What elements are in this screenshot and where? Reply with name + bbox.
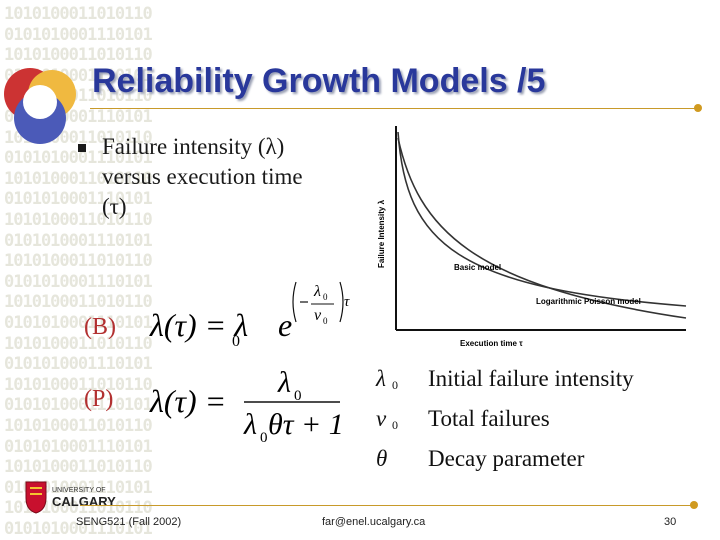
binary-row: 0101010001110101 [4,313,153,333]
binary-row: 0101010001110101 [4,230,153,251]
poisson-eq-num-sub: 0 [294,388,302,404]
poisson-model-label: (P) [84,386,114,412]
decorative-circles-icon [4,68,76,144]
binary-row: 1010100011010110 [4,251,153,272]
university-of-text: UNIVERSITY OF [52,487,106,494]
legend-symbol: ν [376,406,387,431]
binary-row: 0101010001110101 [4,148,153,169]
binary-row: 0101010001110101 [4,436,153,457]
log-poisson-curve-label: Logarithmic Poisson model [536,297,641,306]
basic-model-equation: λ(τ) = λ 0 e λ 0 ν 0 τ [149,281,350,350]
binary-row: 1010100011010110 [4,210,153,230]
binary-row: 1010100011010110 [4,45,153,66]
bullet-line-1: Failure intensity (λ) [102,134,285,159]
legend-text: Decay parameter [428,446,585,471]
bullet-square-icon [78,144,86,152]
basic-model-curve [397,137,687,319]
svg-text:λ: λ [313,283,321,300]
svg-text:ν: ν [314,307,322,324]
binary-row: 0101010001110101 [4,271,153,292]
chart-ylabel: Failure Intensity λ [377,199,386,268]
binary-row: 0101010001110101 [4,395,153,416]
bullet-line-3: (τ) [102,194,127,219]
basic-eq-base: e [278,307,292,343]
poisson-model-equation: λ(τ) = λ 0 λ 0 θτ + 1 [149,366,344,446]
bullet-line-2: versus execution time [102,164,303,189]
poisson-eq-num: λ [277,366,291,399]
footer-course: SENG521 (Fall 2002) [76,516,182,528]
slide-title: Reliability Growth Models /5 [92,62,546,100]
legend-symbol: λ [376,366,386,391]
university-name-text: CALGARY [52,494,116,509]
failure-intensity-chart: Failure Intensity λ Execution time τ Bas… [377,126,687,348]
legend-symbol-sub: 0 [392,378,398,392]
footer-page-number: 30 [664,516,677,528]
footer-rule [80,505,694,506]
binary-row: 1010100011010110 [4,374,153,395]
bullet-text: Failure intensity (λ) versus execution t… [102,132,303,222]
university-crest-icon: UNIVERSITY OF CALGARY [25,481,116,514]
legend-text: Initial failure intensity [428,366,634,391]
binary-row: 0101010001110101 [4,519,153,539]
log-poisson-curve [397,131,687,307]
binary-row: 1010100011010110 [4,4,153,24]
basic-model-curve-label: Basic model [454,263,501,272]
footer-rule-end-dot [690,501,698,509]
binary-row: 1010100011010110 [4,416,153,436]
binary-row: 1010100011010110 [4,333,153,354]
binary-row: 0101010001110101 [4,24,153,45]
binary-row: 0101010001110101 [4,189,153,210]
chart-xlabel: Execution time τ [460,339,523,348]
rule-end-dot [694,104,702,112]
title-rule [90,108,698,109]
footer-email: far@enel.ucalgary.ca [322,516,426,528]
binary-row: 1010100011010110 [4,168,153,189]
binary-row: 1010100011010110 [4,292,153,313]
poisson-eq-den-a: λ [243,408,257,441]
basic-eq-lhs-sub: 0 [232,333,240,350]
poisson-eq-den-sub: 0 [260,430,268,446]
legend-text: Total failures [428,406,550,431]
svg-text:0: 0 [323,292,328,302]
basic-model-label: (B) [84,314,116,340]
legend-symbol-sub: 0 [392,418,398,432]
poisson-eq-lhs: λ(τ) = [149,383,226,419]
svg-text:0: 0 [323,316,328,326]
basic-eq-lhs: λ(τ) = λ [149,307,248,343]
svg-text:τ: τ [344,294,350,310]
poisson-eq-den-b: θτ + 1 [268,408,344,441]
legend-symbol: θ [376,446,388,471]
binary-row: 1010100011010110 [4,457,153,478]
binary-row: 0101010001110101 [4,354,153,375]
